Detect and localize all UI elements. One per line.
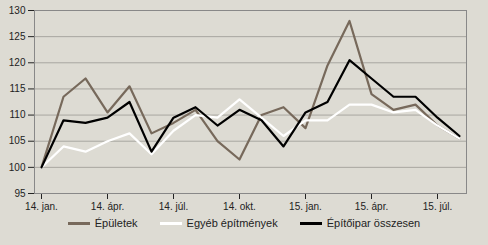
svg-text:14. júl.: 14. júl.	[159, 201, 188, 212]
svg-text:95: 95	[14, 188, 26, 199]
svg-text:120: 120	[9, 57, 26, 68]
svg-text:105: 105	[9, 135, 26, 146]
svg-text:125: 125	[9, 31, 26, 42]
svg-text:110: 110	[10, 109, 26, 120]
svg-text:14. ápr.: 14. ápr.	[91, 201, 124, 212]
svg-text:15. ápr.: 15. ápr.	[355, 201, 388, 212]
svg-text:115: 115	[10, 83, 26, 94]
svg-text:100: 100	[9, 162, 26, 173]
html-text:Épületek: Épületek	[94, 217, 138, 229]
html-text:Építőipar összesen: Építőipar összesen	[326, 217, 421, 229]
svg-text:15. jan.: 15. jan.	[289, 201, 322, 212]
svg-text:14. jan.: 14. jan.	[25, 201, 58, 212]
svg-text:14. okt.: 14. okt.	[223, 201, 256, 212]
svg-text:130: 130	[9, 5, 26, 16]
html-text:Egyéb építmények: Egyéb építmények	[186, 217, 278, 229]
svg-text:15. júl.: 15. júl.	[423, 201, 452, 212]
